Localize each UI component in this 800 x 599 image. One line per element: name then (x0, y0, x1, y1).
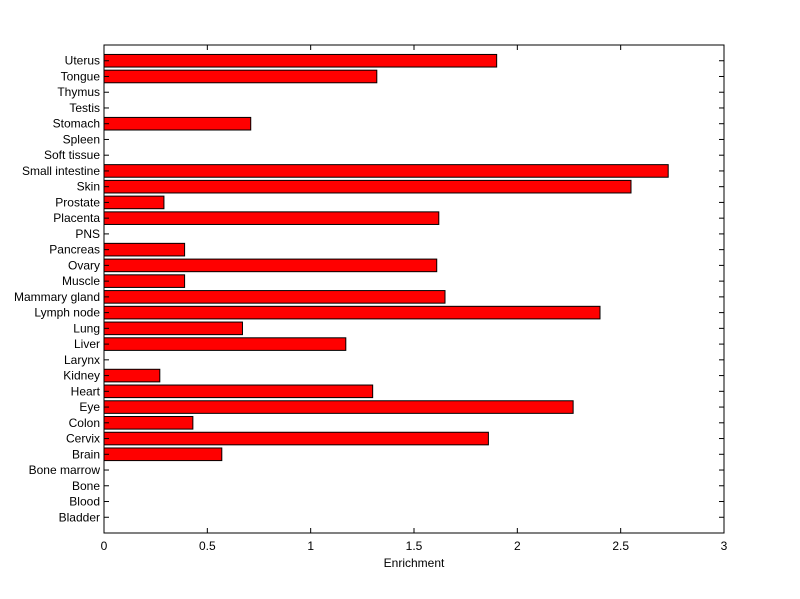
x-axis-label: Enrichment (384, 556, 445, 570)
bar-skin (103, 179, 632, 194)
y-tick-label: Tongue (61, 69, 101, 83)
bar-liver (103, 337, 347, 351)
x-tick-label: 1.5 (406, 539, 423, 553)
x-tick-label: 0.5 (199, 539, 216, 553)
bar-small-intestine (103, 164, 669, 178)
bar-colon (103, 416, 194, 430)
bar-ovary (103, 258, 438, 273)
y-tick-label: Bladder (59, 510, 100, 524)
bar-mammary-gland (103, 290, 446, 304)
bar-lung (103, 321, 243, 336)
bar-tongue (103, 69, 378, 84)
y-tick-label: Lymph node (34, 306, 100, 320)
y-tick-label: Uterus (65, 54, 100, 68)
bar-brain (103, 447, 223, 462)
bar-stomach (103, 116, 252, 131)
plot-frame (103, 44, 725, 534)
y-tick-label: Colon (69, 416, 100, 430)
y-tick-label: Blood (69, 495, 100, 509)
bar-lymph-node (103, 305, 601, 320)
y-tick-label: Spleen (63, 132, 100, 146)
y-tick-label: Ovary (68, 258, 100, 272)
bar-eye (103, 400, 574, 414)
y-tick-label: PNS (75, 227, 100, 241)
bar-pancreas (103, 242, 186, 257)
y-tick-label: Small intestine (22, 164, 100, 178)
y-tick-label: Liver (74, 337, 100, 351)
bar-uterus (103, 53, 498, 68)
bar-prostate (103, 195, 165, 210)
y-tick-label: Brain (72, 447, 100, 461)
x-tick-label: 1 (307, 539, 314, 553)
y-tick-label: Skin (77, 180, 100, 194)
x-tick-label: 0 (101, 539, 108, 553)
y-tick-label: Testis (69, 101, 100, 115)
y-tick-label: Soft tissue (44, 148, 100, 162)
y-tick-label: Pancreas (49, 243, 100, 257)
bar-muscle (103, 274, 186, 288)
y-tick-label: Mammary gland (14, 290, 100, 304)
y-tick-label: Eye (79, 400, 100, 414)
y-tick-label: Bone marrow (29, 463, 101, 477)
y-tick-label: Thymus (57, 85, 100, 99)
y-tick-label: Stomach (53, 117, 100, 131)
bar-kidney (103, 368, 161, 383)
y-tick-label: Larynx (64, 353, 100, 367)
x-tick-label: 2 (514, 539, 521, 553)
y-tick-label: Kidney (63, 369, 100, 383)
y-tick-label: Heart (71, 384, 101, 398)
bar-heart (103, 384, 374, 399)
x-ticks-group: 0 0.5 1 1.5 2 2.5 3 (101, 45, 728, 553)
x-tick-label: 3 (721, 539, 728, 553)
y-tick-label: Bone (72, 479, 100, 493)
bar-cervix (103, 431, 489, 446)
y-tick-label: Placenta (53, 211, 100, 225)
y-tick-label: Prostate (55, 195, 100, 209)
y-tick-label: Cervix (66, 432, 100, 446)
x-tick-label: 2.5 (612, 539, 629, 553)
y-tick-label: Lung (73, 321, 100, 335)
bar-placenta (103, 211, 440, 225)
y-tick-label: Muscle (62, 274, 100, 288)
